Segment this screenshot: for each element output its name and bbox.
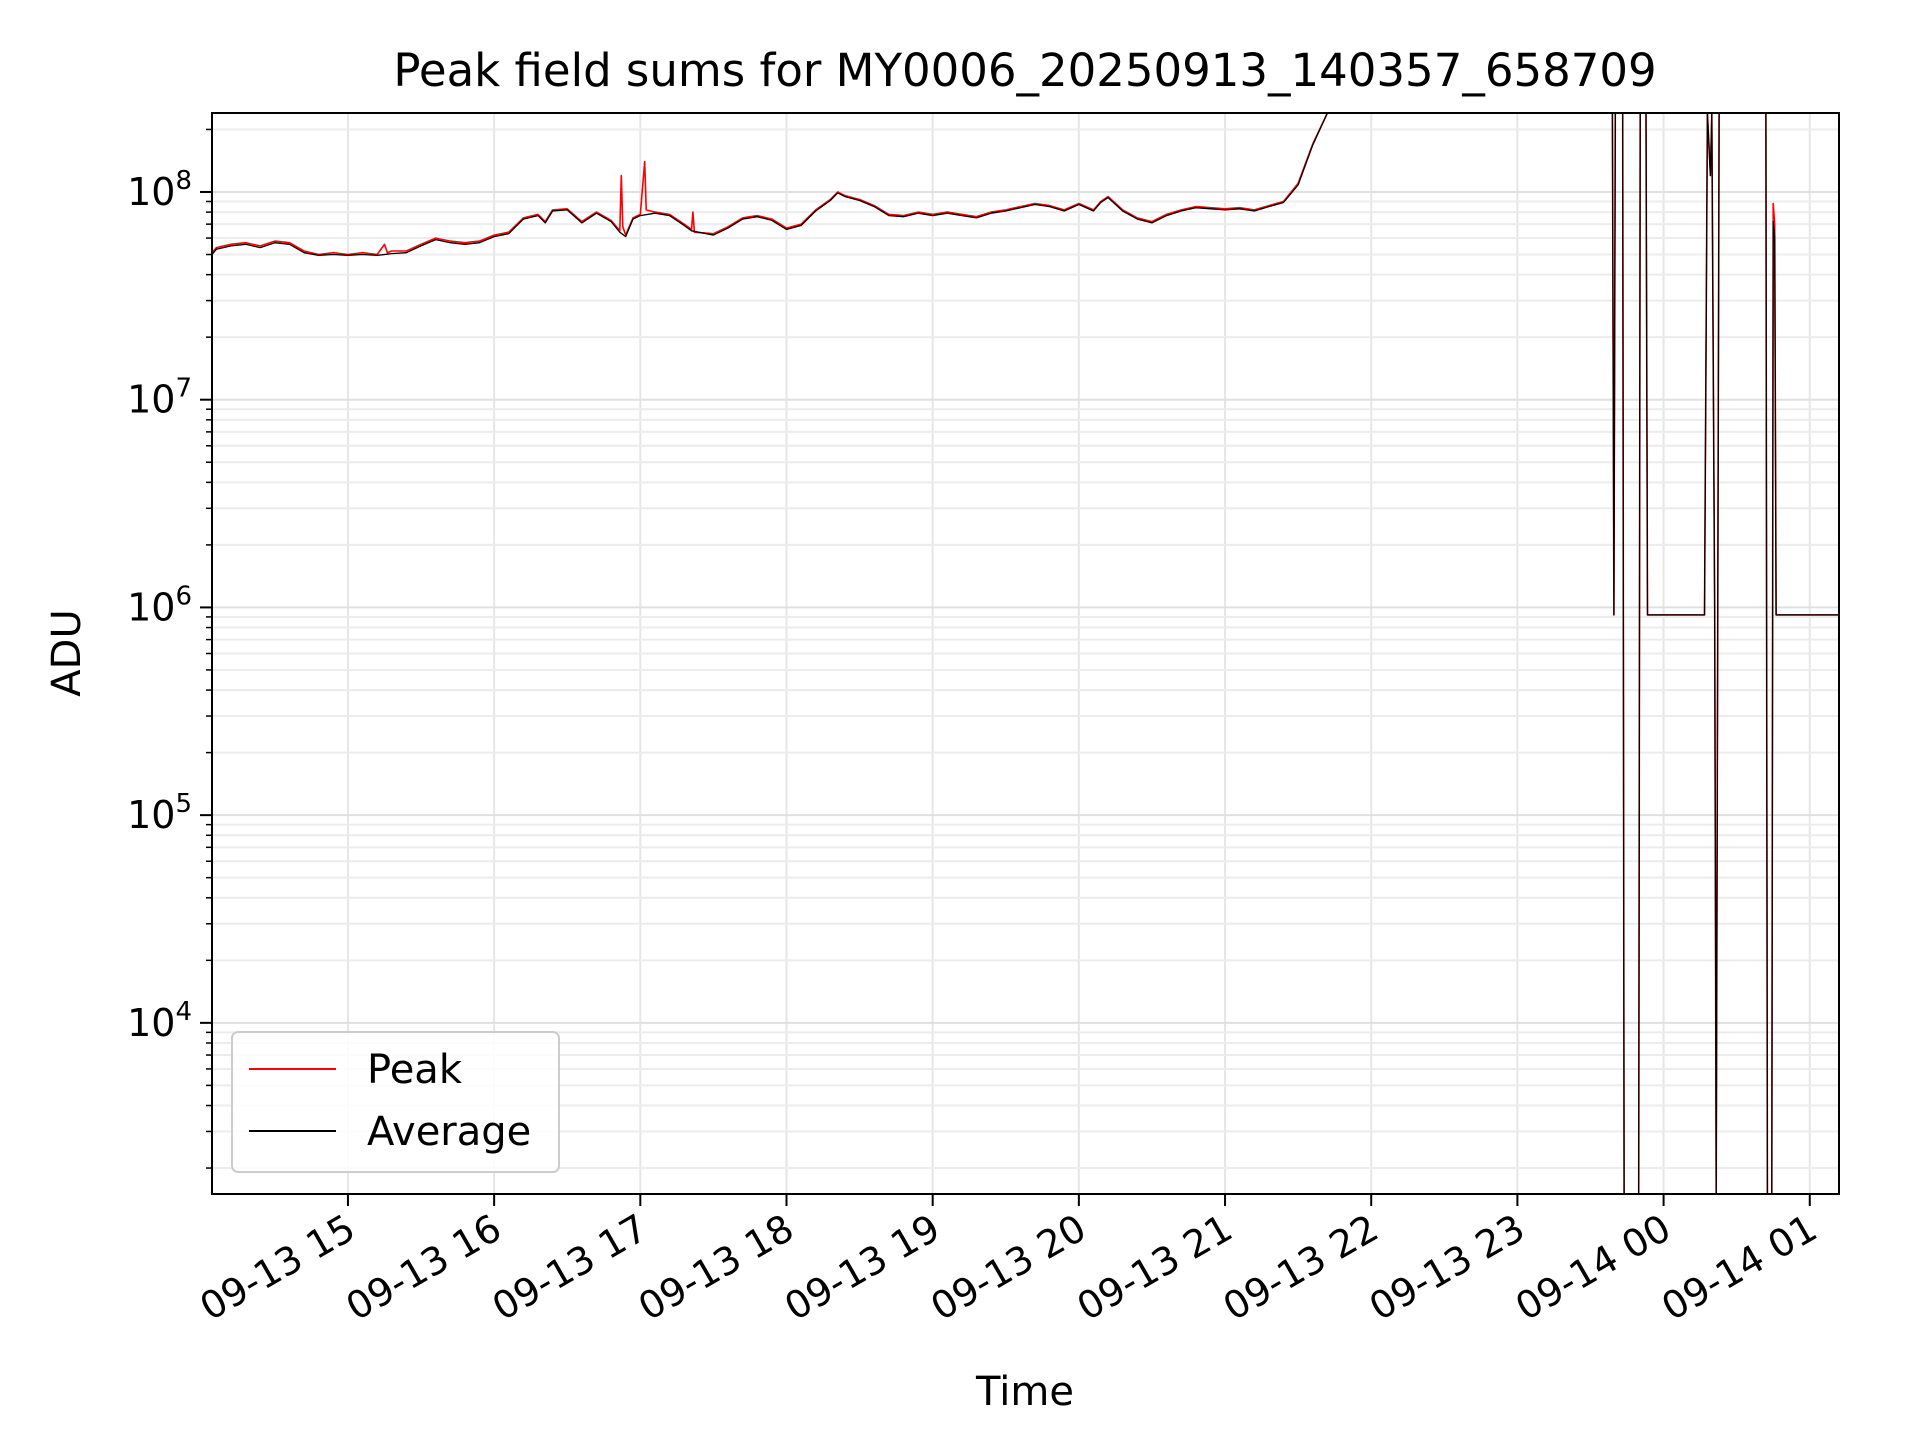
x-tick-label: 09-14 00 — [1508, 1206, 1678, 1330]
x-tick-label: 09-13 19 — [777, 1206, 947, 1330]
y-tick-label: 107 — [127, 374, 192, 422]
series-line-average — [212, 113, 1839, 1194]
y-axis-ticks: 104 105 106 107 108 — [127, 128, 212, 1169]
x-tick-label: 09-13 17 — [485, 1206, 655, 1330]
series-layer — [212, 113, 1839, 1194]
y-tick-label: 105 — [127, 789, 192, 837]
y-tick-label: 104 — [127, 997, 192, 1045]
x-tick-label: 09-13 23 — [1362, 1206, 1532, 1330]
x-tick-label: 09-13 16 — [339, 1206, 509, 1330]
y-tick-label: 108 — [127, 166, 192, 214]
legend: Peak Average — [231, 1031, 560, 1173]
y-tick-label: 106 — [127, 581, 192, 629]
legend-average-label: Average — [367, 1109, 531, 1155]
x-tick-label: 09-13 21 — [1070, 1206, 1240, 1330]
x-tick-label: 09-13 15 — [192, 1206, 362, 1330]
x-tick-label: 09-14 01 — [1654, 1206, 1824, 1330]
legend-box — [231, 1031, 560, 1173]
legend-peak-label: Peak — [367, 1047, 463, 1093]
chart-title: Peak field sums for MY0006_20250913_1403… — [393, 44, 1656, 97]
x-tick-label: 09-13 22 — [1216, 1206, 1386, 1330]
x-axis-label: Time — [975, 1369, 1074, 1415]
x-tick-label: 09-13 20 — [923, 1206, 1093, 1330]
y-axis-label: ADU — [44, 609, 90, 696]
x-tick-label: 09-13 18 — [631, 1206, 801, 1330]
